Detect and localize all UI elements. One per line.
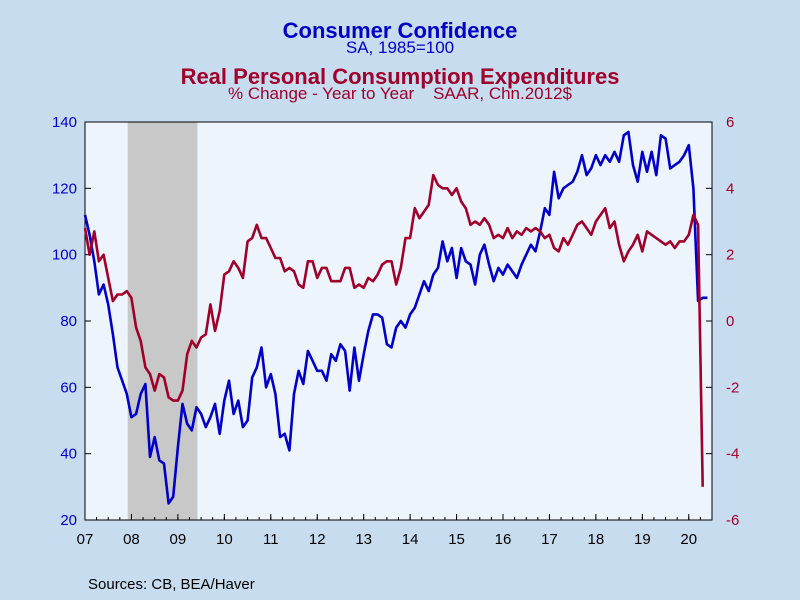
x-axis-tick-label: 19 <box>634 531 651 548</box>
right-axis-tick-label: -4 <box>726 446 739 463</box>
right-axis-tick-label: 2 <box>726 247 734 264</box>
chart-title-series1: Consumer Confidence <box>282 18 518 43</box>
x-axis-tick-label: 18 <box>588 531 605 548</box>
left-axis-tick-label: 20 <box>60 512 77 529</box>
left-axis-tick-label: 40 <box>60 446 77 463</box>
left-axis-tick-label: 120 <box>52 180 77 197</box>
right-axis-tick-label: 0 <box>726 313 734 330</box>
x-axis-tick-label: 16 <box>495 531 512 548</box>
right-axis-tick-label: -6 <box>726 512 739 529</box>
x-axis-tick-label: 12 <box>309 531 326 548</box>
x-axis-tick-label: 15 <box>448 531 465 548</box>
chart-subtitle-series1: SA, 1985=100 <box>345 38 455 57</box>
recession-shading <box>127 122 198 520</box>
left-axis-tick-label: 60 <box>60 379 77 396</box>
x-axis-tick-label: 09 <box>170 531 187 548</box>
left-axis-tick-label: 80 <box>60 313 77 330</box>
left-axis-tick-label: 140 <box>52 114 77 131</box>
x-axis-tick-label: 11 <box>263 531 279 548</box>
chart-subtitle-series2: % Change - Year to Year SAAR, Chn.2012$ <box>227 84 573 103</box>
x-axis-tick-label: 20 <box>680 531 697 548</box>
x-axis-tick-label: 13 <box>355 531 372 548</box>
right-axis-tick-label: -2 <box>726 379 739 396</box>
x-axis-tick-label: 08 <box>123 531 140 548</box>
x-axis-tick-label: 07 <box>77 531 94 548</box>
left-axis-tick-label: 100 <box>52 247 77 264</box>
chart-title-series2: Real Personal Consumption Expenditures <box>180 64 620 89</box>
sources-note: Sources: CB, BEA/Haver <box>88 576 255 593</box>
right-axis-tick-label: 4 <box>726 180 734 197</box>
right-axis-tick-label: 6 <box>726 114 734 131</box>
pce-line <box>83 173 704 487</box>
x-axis-tick-label: 10 <box>216 531 233 548</box>
consumer-confidence-line <box>83 130 708 505</box>
x-axis-tick-label: 14 <box>402 531 419 548</box>
x-axis-tick-label: 17 <box>541 531 558 548</box>
